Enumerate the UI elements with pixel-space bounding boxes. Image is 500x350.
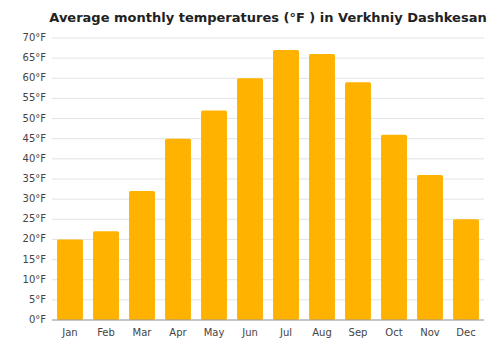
bar bbox=[309, 54, 335, 320]
bar bbox=[237, 78, 263, 320]
title: Average monthly temperatures (°F ) in Ve… bbox=[49, 10, 486, 25]
y-tick-label: 55°F bbox=[23, 92, 47, 103]
x-tick-label: May bbox=[204, 327, 225, 338]
bar bbox=[129, 191, 155, 320]
bar bbox=[381, 135, 407, 320]
bar bbox=[453, 219, 479, 320]
y-tick-label: 40°F bbox=[23, 153, 47, 164]
grid-line bbox=[52, 320, 484, 321]
y-tick-label: 60°F bbox=[23, 72, 47, 83]
grid-line bbox=[52, 158, 484, 159]
y-tick-label: 15°F bbox=[23, 254, 47, 265]
x-tick-label: Jul bbox=[279, 327, 292, 338]
y-tick-label: 5°F bbox=[29, 294, 46, 305]
y-tick-label: 0°F bbox=[29, 314, 46, 325]
x-tick-label: Mar bbox=[133, 327, 153, 338]
x-tick-label: Oct bbox=[385, 327, 402, 338]
y-tick-label: 30°F bbox=[23, 193, 47, 204]
y-tick-label: 20°F bbox=[23, 233, 47, 244]
x-tick-label: Jun bbox=[241, 327, 258, 338]
x-tick-label: Aug bbox=[312, 327, 332, 338]
grid-line bbox=[52, 78, 484, 79]
x-tick-label: Sep bbox=[349, 327, 368, 338]
bar bbox=[93, 231, 119, 320]
x-tick-label: Apr bbox=[169, 327, 187, 338]
x-axis-line bbox=[52, 320, 484, 321]
y-tick-label: 50°F bbox=[23, 113, 47, 124]
grid-line bbox=[52, 118, 484, 119]
bar bbox=[273, 50, 299, 320]
x-axis: Jan Feb Mar Apr May Jun Jul Aug Sep Oct Nov Dec bbox=[61, 327, 475, 338]
y-tick-label: 65°F bbox=[23, 52, 47, 63]
grid-line bbox=[52, 98, 484, 99]
bar bbox=[165, 139, 191, 320]
x-tick-label: Dec bbox=[456, 327, 475, 338]
y-tick-label: 10°F bbox=[23, 274, 47, 285]
bar bbox=[345, 82, 371, 320]
grid bbox=[52, 38, 484, 320]
y-tick-label: 45°F bbox=[23, 133, 47, 144]
y-tick-label: 25°F bbox=[23, 213, 47, 224]
bar bbox=[57, 239, 83, 320]
y-tick-label: 35°F bbox=[23, 173, 47, 184]
bar bbox=[417, 175, 443, 320]
grid-line bbox=[52, 138, 484, 139]
x-tick-label: Jan bbox=[61, 327, 77, 338]
bar bbox=[201, 111, 227, 320]
bars bbox=[57, 50, 479, 320]
grid-line bbox=[52, 38, 484, 39]
x-tick-label: Nov bbox=[420, 327, 440, 338]
y-axis: 0°F 5°F 10°F 15°F 20°F 25°F 30°F 35°F 40°F 45°F 50… bbox=[23, 32, 47, 325]
y-tick-label: 70°F bbox=[23, 32, 47, 43]
grid-line bbox=[52, 58, 484, 59]
x-tick-label: Feb bbox=[97, 327, 115, 338]
chart: 0°F 5°F 10°F 15°F 20°F 25°F 30°F 35°F 40°F 45°F 50… bbox=[0, 0, 500, 350]
